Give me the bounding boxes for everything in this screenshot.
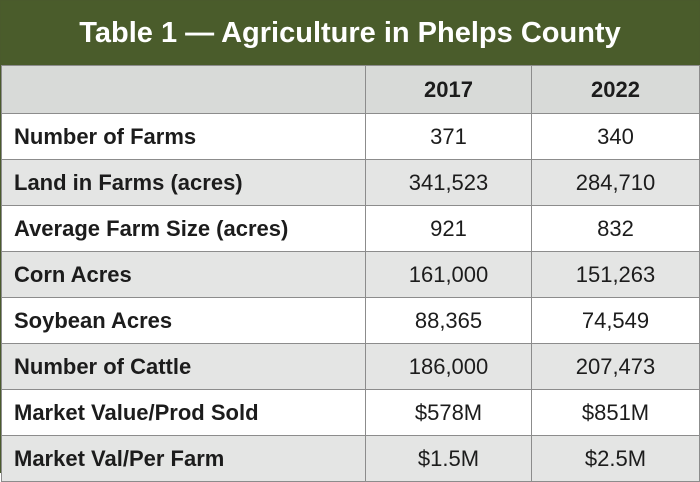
table-row: Soybean Acres 88,365 74,549: [1, 297, 700, 344]
table-row: Average Farm Size (acres) 921 832: [1, 205, 700, 252]
cell-2022: 207,473: [531, 343, 700, 390]
header-cell-2022: 2022: [531, 65, 700, 114]
cell-2022: 151,263: [531, 251, 700, 298]
header-cell-label: [1, 65, 366, 114]
row-label: Average Farm Size (acres): [1, 205, 366, 252]
row-label: Market Val/Per Farm: [1, 435, 366, 482]
row-label: Number of Farms: [1, 113, 366, 160]
cell-2022: 340: [531, 113, 700, 160]
cell-2017: 921: [365, 205, 532, 252]
cell-2022: 284,710: [531, 159, 700, 206]
cell-2017: 371: [365, 113, 532, 160]
table-row: Number of Farms 371 340: [1, 113, 700, 160]
table-row: Market Val/Per Farm $1.5M $2.5M: [1, 435, 700, 482]
cell-2017: $1.5M: [365, 435, 532, 482]
cell-2017: $578M: [365, 389, 532, 436]
cell-2017: 161,000: [365, 251, 532, 298]
row-label: Soybean Acres: [1, 297, 366, 344]
table-row: Land in Farms (acres) 341,523 284,710: [1, 159, 700, 206]
header-row: 2017 2022: [1, 65, 700, 114]
table-row: Number of Cattle 186,000 207,473: [1, 343, 700, 390]
cell-2022: $851M: [531, 389, 700, 436]
agriculture-table: 2017 2022 Number of Farms 371 340 Land i…: [1, 65, 700, 482]
table-row: Corn Acres 161,000 151,263: [1, 251, 700, 298]
header-cell-2017: 2017: [365, 65, 532, 114]
cell-2017: 341,523: [365, 159, 532, 206]
row-label: Corn Acres: [1, 251, 366, 298]
row-label: Number of Cattle: [1, 343, 366, 390]
cell-2017: 88,365: [365, 297, 532, 344]
cell-2022: 832: [531, 205, 700, 252]
table-title: Table 1 — Agriculture in Phelps County: [1, 1, 699, 65]
cell-2022: $2.5M: [531, 435, 700, 482]
row-label: Market Value/Prod Sold: [1, 389, 366, 436]
table-row: Market Value/Prod Sold $578M $851M: [1, 389, 700, 436]
cell-2022: 74,549: [531, 297, 700, 344]
cell-2017: 186,000: [365, 343, 532, 390]
row-label: Land in Farms (acres): [1, 159, 366, 206]
